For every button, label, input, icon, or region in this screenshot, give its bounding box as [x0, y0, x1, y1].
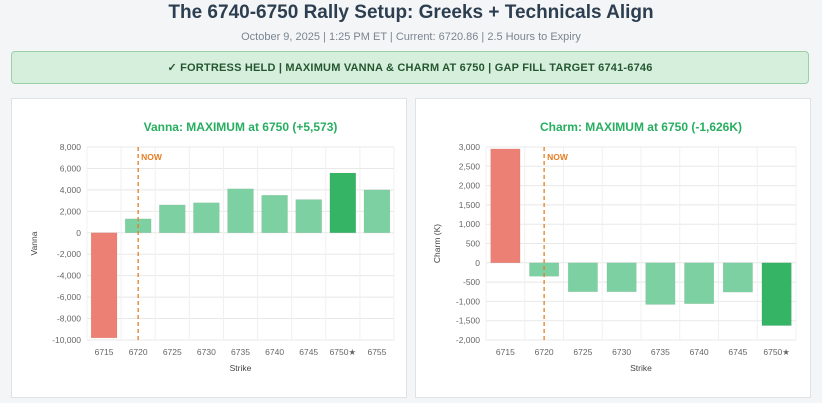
vanna-x-tick-label: 6730: [197, 347, 216, 357]
charm-x-tick-label: 6715: [496, 347, 515, 357]
charm-y-tick-label: -1,500: [456, 316, 480, 326]
charm-x-tick-label: 6720: [535, 347, 554, 357]
charm-bar: [722, 262, 753, 293]
vanna-now-label: NOW: [141, 152, 163, 162]
charm-now-label: NOW: [547, 152, 569, 162]
vanna-bar: [261, 195, 288, 234]
vanna-y-tick-label: 4,000: [60, 185, 82, 195]
charm-y-tick-label: 0: [475, 258, 480, 268]
charm-bar: [567, 262, 598, 293]
vanna-bar: [295, 199, 322, 234]
vanna-y-axis-label: Vanna: [29, 231, 39, 255]
status-banner: ✓ FORTRESS HELD | MAXIMUM VANNA & CHARM …: [11, 51, 809, 84]
vanna-bar: [193, 202, 220, 234]
vanna-y-tick-label: 2,000: [60, 206, 82, 216]
vanna-y-tick-label: 0: [76, 228, 81, 238]
vanna-x-tick-label: 6720: [129, 347, 148, 357]
charm-y-tick-label: 1,000: [459, 219, 481, 229]
vanna-x-tick-label: 6715: [95, 347, 114, 357]
vanna-bar: [363, 189, 391, 234]
vanna-x-tick-label: 6725: [163, 347, 182, 357]
vanna-y-tick-label: -6,000: [57, 292, 81, 302]
vanna-chart: Vanna: MAXIMUM at 6750 (+5,573) 8,000 6,00…: [29, 120, 395, 373]
charm-x-tick-label: 6725: [573, 347, 592, 357]
vanna-y-tick-label: -4,000: [57, 271, 81, 281]
charm-x-axis-label: Strike: [630, 363, 652, 373]
charm-bar: [606, 262, 637, 293]
charm-y-tick-label: -500: [463, 277, 480, 287]
vanna-bar: [329, 172, 357, 234]
vanna-chart-title: Vanna: MAXIMUM at 6750 (+5,573): [144, 120, 338, 134]
charm-chart-panel: Charm: MAXIMUM at 6750 (-1,626K) 3,000 2,5…: [415, 98, 811, 398]
charm-x-tick-label: 6750★: [763, 347, 790, 357]
page-subtitle: October 9, 2025 | 1:25 PM ET | Current: …: [241, 31, 581, 43]
vanna-y-tick-label: -2,000: [57, 249, 81, 259]
vanna-y-tick-label: 8,000: [60, 142, 82, 152]
charm-y-tick-label: 2,000: [459, 181, 481, 191]
charm-y-tick-label: -1,000: [456, 296, 480, 306]
charm-y-tick-label: 2,500: [459, 161, 481, 171]
charm-x-tick-label: 6735: [651, 347, 670, 357]
vanna-x-tick-label: 6740: [265, 347, 284, 357]
vanna-x-tick-label: 6735: [231, 347, 250, 357]
vanna-y-tick-label: -8,000: [57, 314, 81, 324]
vanna-chart-panel: Vanna: MAXIMUM at 6750 (+5,573) 8,000 6,00…: [11, 98, 407, 398]
charm-chart-title: Charm: MAXIMUM at 6750 (-1,626K): [540, 120, 742, 134]
vanna-bar: [90, 232, 118, 339]
vanna-x-tick-label: 6755: [367, 347, 386, 357]
vanna-bar: [227, 188, 254, 234]
vanna-y-tick-label: -10,000: [52, 335, 81, 345]
charm-y-tick-label: 500: [466, 239, 480, 249]
charm-bar: [645, 262, 676, 305]
vanna-x-axis-label: Strike: [230, 363, 252, 373]
charm-bar: [761, 262, 792, 326]
vanna-y-tick-label: 6,000: [60, 163, 82, 173]
charm-y-tick-label: -2,000: [456, 335, 480, 345]
vanna-x-tick-label: 6745: [299, 347, 318, 357]
charm-x-tick-label: 6745: [728, 347, 747, 357]
charm-bar: [684, 262, 715, 304]
charm-y-axis-label: Charm (K): [432, 224, 442, 263]
vanna-bar: [159, 204, 186, 234]
charm-bar: [490, 148, 521, 264]
charm-y-tick-label: 3,000: [459, 142, 481, 152]
charm-chart: Charm: MAXIMUM at 6750 (-1,626K) 3,000 2,5…: [432, 120, 797, 373]
charm-x-tick-label: 6740: [690, 347, 709, 357]
vanna-x-tick-label: 6750★: [330, 347, 357, 357]
page-title: The 6740-6750 Rally Setup: Greeks + Tech…: [168, 2, 654, 23]
charm-x-tick-label: 6730: [612, 347, 631, 357]
charm-y-tick-label: 1,500: [459, 200, 481, 210]
